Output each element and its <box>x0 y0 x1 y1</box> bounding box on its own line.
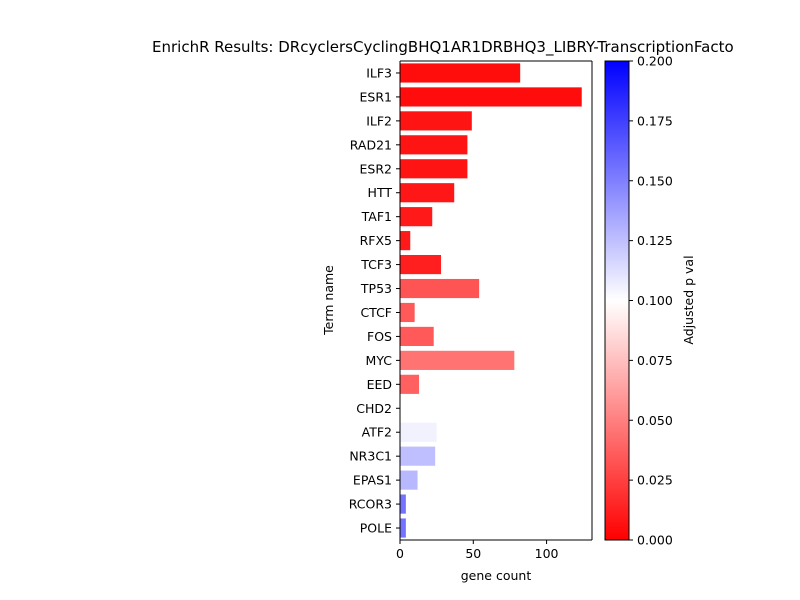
colorbar <box>604 60 630 541</box>
colorbar-tick-label: 0.125 <box>637 233 673 248</box>
colorbar-tick-label: 0.050 <box>637 413 673 428</box>
y-tick-label: ATF2 <box>362 425 392 440</box>
y-tick-label: ILF2 <box>366 113 392 128</box>
y-tick-label: TCF3 <box>360 257 392 272</box>
colorbar-tick-label: 0.000 <box>637 533 673 548</box>
y-tick-label: RFX5 <box>360 233 392 248</box>
bar-chd2 <box>400 398 402 418</box>
y-tick-label: RAD21 <box>350 137 392 152</box>
chart-title: EnrichR Results: DRcyclersCyclingBHQ1AR1… <box>152 38 734 57</box>
bar-ilf2 <box>400 111 472 131</box>
y-tick-label: TAF1 <box>361 209 392 224</box>
y-tick-label: FOS <box>367 329 392 344</box>
y-tick-label: HTT <box>368 185 393 200</box>
bar-pole <box>400 518 406 538</box>
x-axis-label: gene count <box>461 568 532 583</box>
y-tick-label: EPAS1 <box>353 473 392 488</box>
y-tick-label: CTCF <box>360 305 392 320</box>
y-axis-ticks: ILF3 ESR1 ILF2 RAD21 ESR2 HTT TAF1 RFX5 TCF3 TP53… <box>349 65 400 536</box>
y-tick-label: ILF3 <box>366 65 392 80</box>
y-tick-label: EED <box>367 377 392 392</box>
bar-epas1 <box>400 470 418 490</box>
y-tick-label: MYC <box>366 353 393 368</box>
bar-myc <box>400 350 515 370</box>
colorbar-tick-label: 0.150 <box>637 173 673 188</box>
x-tick-label: 50 <box>465 546 481 561</box>
colorbar-label: Adjusted p val <box>681 255 696 344</box>
y-tick-label: NR3C1 <box>349 449 392 464</box>
bar-ilf3 <box>400 63 521 83</box>
y-axis-label: Term name <box>321 265 336 336</box>
bar-tcf3 <box>400 254 442 275</box>
x-tick-label: 100 <box>535 546 559 561</box>
y-tick-label: TP53 <box>360 281 392 296</box>
bar-eed <box>400 374 420 394</box>
bar-ctcf <box>400 302 415 323</box>
bar-htt <box>400 183 455 203</box>
y-tick-label: POLE <box>360 521 392 536</box>
colorbar-ticks: 0.000 0.025 0.050 0.075 0.100 0.125 0.150 0.175… <box>629 54 673 548</box>
bars-group <box>400 63 582 538</box>
x-axis-ticks: 0 50 100 <box>396 540 559 561</box>
bar-esr2 <box>400 159 468 179</box>
colorbar-tick-label: 0.025 <box>637 473 673 488</box>
bar-fos <box>400 326 434 347</box>
colorbar-tick-label: 0.175 <box>637 113 673 128</box>
bar-rad21 <box>400 135 468 155</box>
x-tick-label: 0 <box>396 546 404 561</box>
bar-esr1 <box>400 87 582 107</box>
y-tick-label: CHD2 <box>356 401 392 416</box>
colorbar-tick-label: 0.100 <box>637 293 673 308</box>
colorbar-tick-label: 0.075 <box>637 353 673 368</box>
bar-atf2 <box>400 422 437 442</box>
bar-tp53 <box>400 278 480 299</box>
colorbar-tick-label: 0.200 <box>637 54 673 69</box>
y-tick-label: ESR1 <box>360 89 392 104</box>
bar-rfx5 <box>400 231 411 251</box>
bar-taf1 <box>400 207 433 227</box>
y-tick-label: RCOR3 <box>349 497 392 512</box>
y-tick-label: ESR2 <box>360 161 392 176</box>
bar-nr3c1 <box>400 446 436 466</box>
bar-rcor3 <box>400 494 406 514</box>
